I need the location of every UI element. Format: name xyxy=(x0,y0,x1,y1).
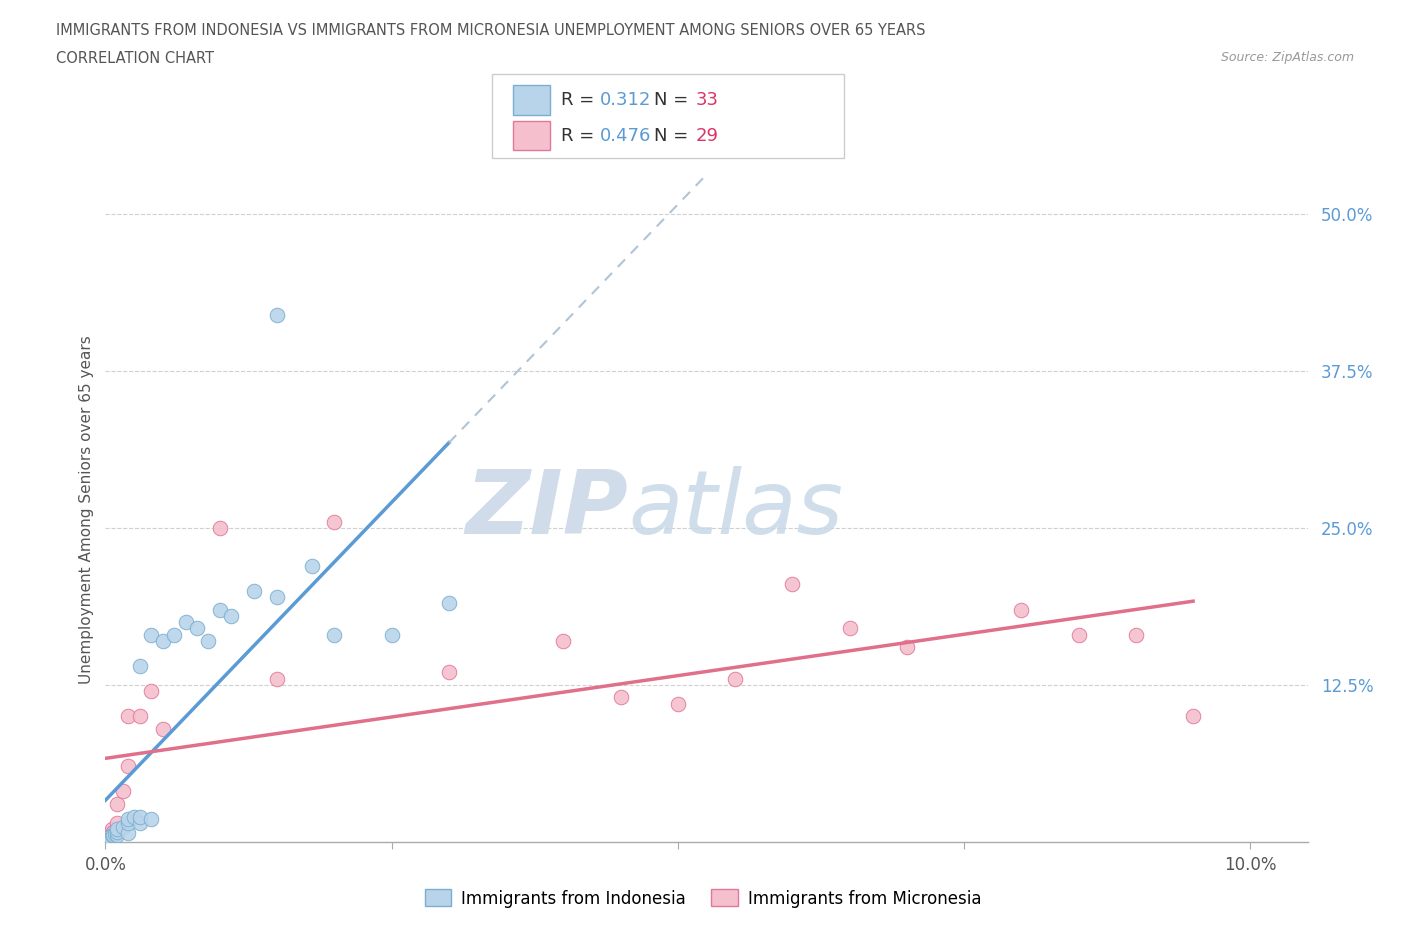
Point xyxy=(437,665,460,680)
Point xyxy=(724,671,747,686)
Point xyxy=(111,819,134,834)
Point xyxy=(105,822,128,837)
Point xyxy=(838,621,860,636)
Text: CORRELATION CHART: CORRELATION CHART xyxy=(56,51,214,66)
Text: ZIP: ZIP xyxy=(465,466,628,552)
Point xyxy=(381,627,404,642)
Point xyxy=(117,709,139,724)
Point xyxy=(266,590,288,604)
Point xyxy=(101,822,124,837)
Point xyxy=(141,627,163,642)
Point xyxy=(1010,602,1032,617)
Text: 0.476: 0.476 xyxy=(600,126,652,144)
Point xyxy=(208,602,231,617)
Point xyxy=(141,684,163,698)
Point xyxy=(100,828,122,843)
Point xyxy=(128,816,150,830)
Point xyxy=(105,816,128,830)
Point xyxy=(117,812,139,827)
Point xyxy=(174,615,197,630)
Point xyxy=(301,558,323,573)
Point xyxy=(221,608,243,623)
Point xyxy=(103,828,125,843)
Point xyxy=(1125,627,1147,642)
Point xyxy=(266,671,288,686)
Point xyxy=(152,722,174,737)
Point xyxy=(111,784,134,799)
Point xyxy=(323,627,346,642)
Legend: Immigrants from Indonesia, Immigrants from Micronesia: Immigrants from Indonesia, Immigrants fr… xyxy=(418,883,988,914)
Point xyxy=(117,826,139,841)
Point xyxy=(100,830,122,845)
Point xyxy=(105,797,128,812)
Point xyxy=(1067,627,1090,642)
Point xyxy=(105,828,128,843)
Point xyxy=(323,514,346,529)
Text: R =: R = xyxy=(561,91,600,109)
Text: 0.312: 0.312 xyxy=(600,91,652,109)
Text: R =: R = xyxy=(561,126,600,144)
Point xyxy=(101,828,124,843)
Text: N =: N = xyxy=(654,91,693,109)
Point xyxy=(104,827,127,842)
Point xyxy=(117,759,139,774)
Point xyxy=(105,824,128,839)
Point xyxy=(1182,709,1205,724)
Point xyxy=(103,824,125,839)
Point xyxy=(609,690,631,705)
Point xyxy=(97,830,120,845)
Point xyxy=(896,640,918,655)
Point xyxy=(266,307,288,322)
Point xyxy=(97,831,120,846)
Point xyxy=(186,621,208,636)
Point xyxy=(97,828,120,843)
Text: 29: 29 xyxy=(696,126,718,144)
Y-axis label: Unemployment Among Seniors over 65 years: Unemployment Among Seniors over 65 years xyxy=(79,335,94,684)
Text: atlas: atlas xyxy=(628,466,844,552)
Point xyxy=(152,633,174,648)
Point xyxy=(97,830,120,844)
Point xyxy=(128,709,150,724)
Point xyxy=(208,521,231,536)
Point xyxy=(163,627,186,642)
Point xyxy=(437,596,460,611)
Point xyxy=(666,697,689,711)
Point xyxy=(128,658,150,673)
Point xyxy=(117,816,139,830)
Point xyxy=(128,809,150,824)
Text: IMMIGRANTS FROM INDONESIA VS IMMIGRANTS FROM MICRONESIA UNEMPLOYMENT AMONG SENIO: IMMIGRANTS FROM INDONESIA VS IMMIGRANTS … xyxy=(56,23,925,38)
Point xyxy=(122,809,145,824)
Text: N =: N = xyxy=(654,126,693,144)
Text: 33: 33 xyxy=(696,91,718,109)
Point xyxy=(243,583,266,598)
Point xyxy=(141,812,163,827)
Point xyxy=(98,826,121,841)
Point xyxy=(782,577,804,591)
Point xyxy=(553,633,575,648)
Point xyxy=(197,633,219,648)
Text: Source: ZipAtlas.com: Source: ZipAtlas.com xyxy=(1220,51,1354,64)
